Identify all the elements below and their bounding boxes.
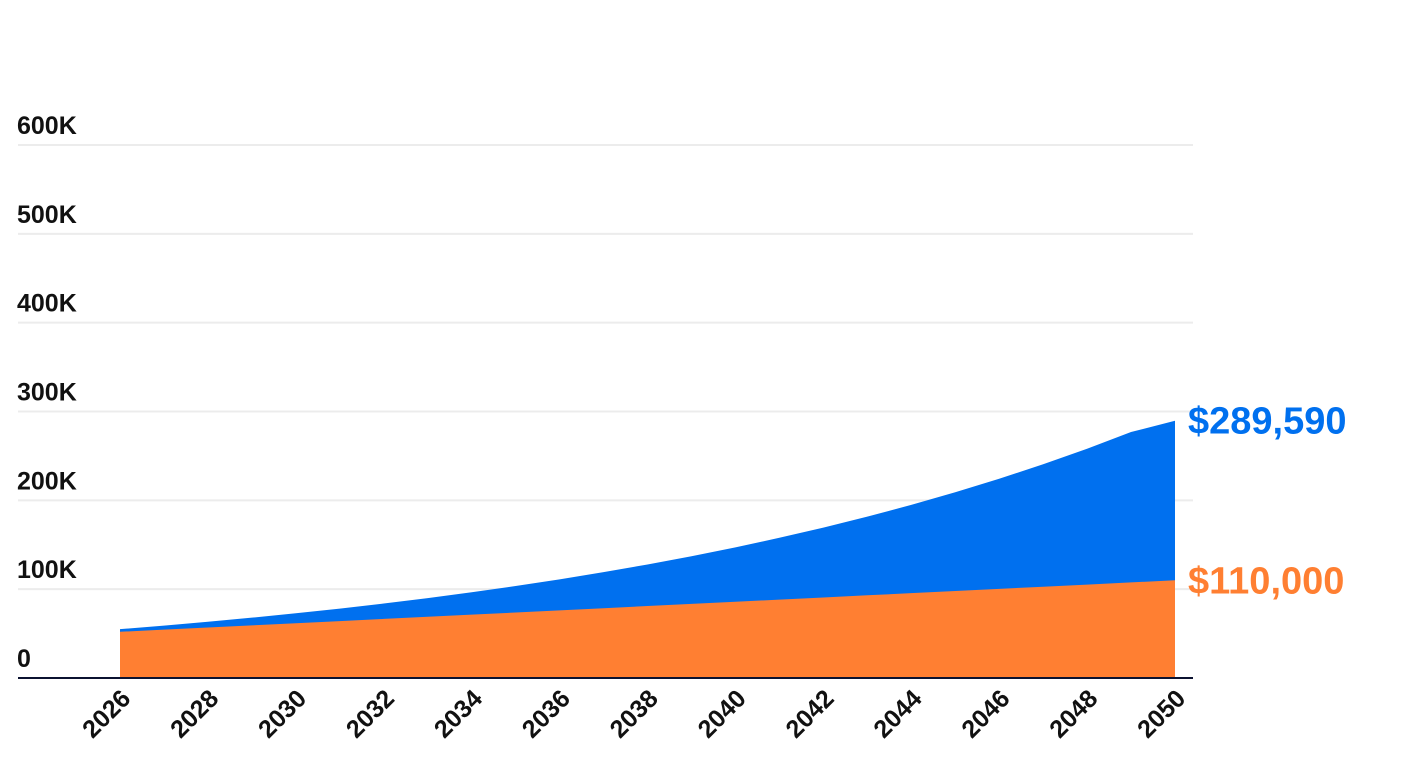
x-tick-label: 2050 <box>1132 684 1191 743</box>
y-tick-label: 200K <box>17 467 77 495</box>
end-labels: $289,590 $110,000 <box>1188 401 1347 603</box>
x-tick-label: 2042 <box>780 684 839 743</box>
y-tick-label: 0 <box>17 645 31 673</box>
x-tick-label: 2040 <box>693 684 752 743</box>
x-tick-label: 2026 <box>77 684 136 743</box>
x-tick-label: 2032 <box>341 684 400 743</box>
y-tick-label: 600K <box>17 112 77 140</box>
x-tick-label: 2034 <box>429 684 488 743</box>
y-tick-label: 400K <box>17 290 77 318</box>
y-tick-label: 300K <box>17 379 77 407</box>
x-tick-label: 2048 <box>1044 684 1103 743</box>
x-tick-label: 2036 <box>517 684 576 743</box>
x-tick-label: 2038 <box>605 684 664 743</box>
y-tick-label: 100K <box>17 556 77 584</box>
y-axis-ticks: 0 100K 200K 300K 400K 500K 600K <box>17 112 77 673</box>
series-areas <box>120 420 1175 678</box>
x-tick-label: 2044 <box>868 684 927 743</box>
series-end-label: $110,000 <box>1188 560 1344 602</box>
series-area-1 <box>120 580 1175 678</box>
x-tick-label: 2046 <box>956 684 1015 743</box>
x-tick-label: 2030 <box>253 684 312 743</box>
series-end-label: $289,590 <box>1188 401 1347 443</box>
y-tick-label: 500K <box>17 201 77 229</box>
x-axis-ticks: 2026 2028 2030 2032 2034 2036 2038 2040 2042 2044… <box>77 684 1191 743</box>
x-tick-label: 2028 <box>165 684 224 743</box>
